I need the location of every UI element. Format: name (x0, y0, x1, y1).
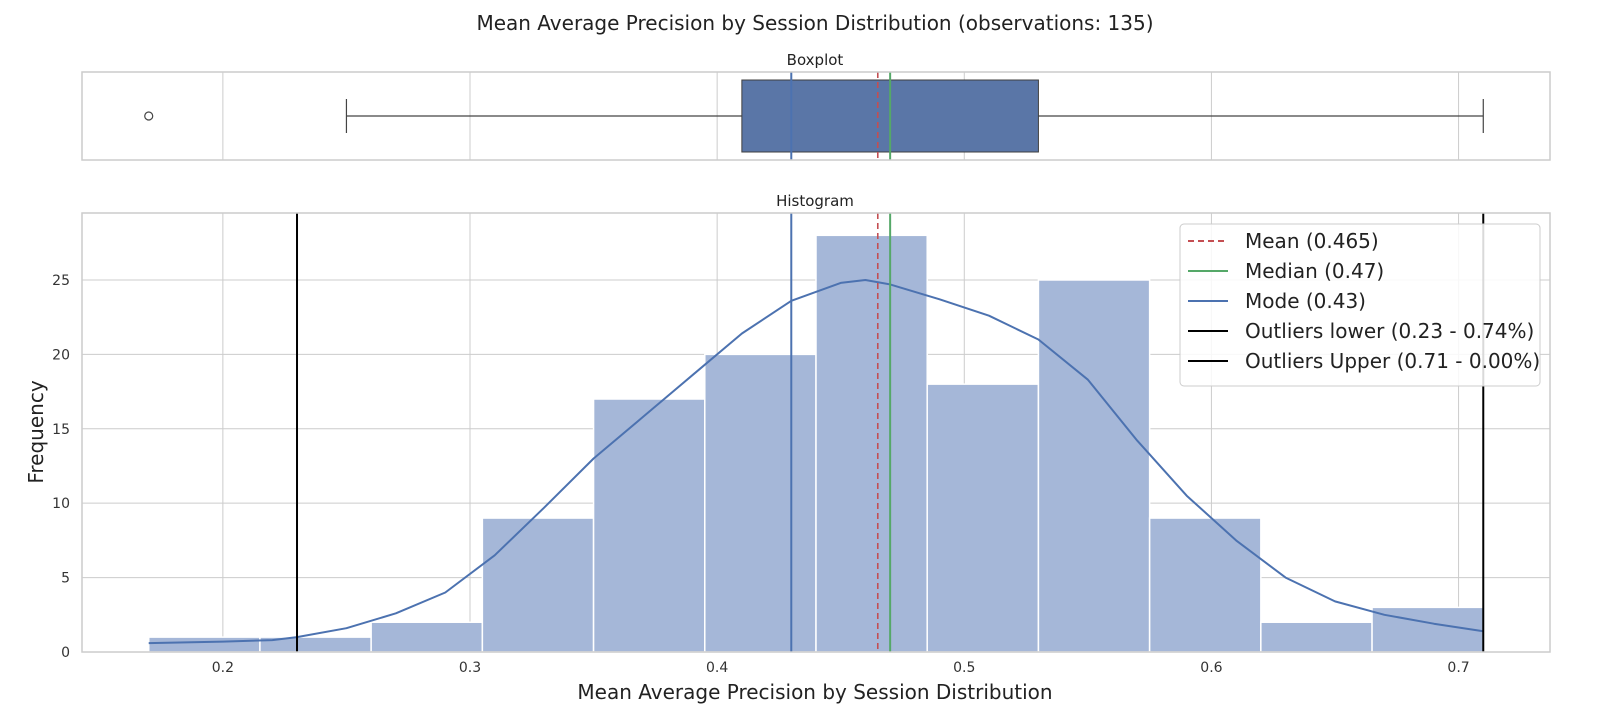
boxplot-title: Boxplot (787, 51, 844, 69)
boxplot-frame (81, 71, 1551, 161)
histogram-bar-3 (481, 517, 595, 653)
boxplot-panel: Boxplot (81, 51, 1551, 161)
y-tick-label: 0 (61, 645, 70, 661)
y-axis-label: Frequency (24, 380, 48, 483)
histogram-bar-7 (926, 383, 1040, 653)
kde-curve (148, 279, 1484, 645)
y-tick-label: 5 (61, 571, 70, 587)
x-axis-label: Mean Average Precision by Session Distri… (577, 680, 1052, 704)
histogram-frame (81, 212, 1551, 653)
y-tick-label: 10 (52, 496, 70, 512)
x-tick-label: 0.4 (706, 660, 728, 676)
legend-label-4: Outliers Upper (0.71 - 0.00%) (1245, 349, 1540, 373)
boxplot-flier-0 (144, 111, 154, 121)
histogram-bar-4 (592, 398, 706, 653)
chart-title: Mean Average Precision by Session Distri… (476, 11, 1153, 35)
legend-box (1179, 223, 1541, 387)
legend-label-1: Median (0.47) (1245, 259, 1384, 283)
legend-label-2: Mode (0.43) (1245, 289, 1366, 313)
x-tick-label: 0.2 (212, 660, 234, 676)
histogram-bar-5 (704, 353, 817, 653)
histogram-bar-6 (815, 234, 928, 653)
legend: Mean (0.465) Median (0.47) Mode (0.43) Outl… (1179, 223, 1541, 387)
histogram-bar-10 (1260, 621, 1373, 653)
y-tick-label: 20 (52, 347, 70, 363)
x-tick-label: 0.6 (1200, 660, 1222, 676)
x-tick-label: 0.5 (953, 660, 975, 676)
histogram-title: Histogram (776, 192, 854, 210)
legend-label-3: Outliers lower (0.23 - 0.74%) (1245, 319, 1534, 343)
histogram-bar-0 (147, 636, 261, 653)
legend-label-0: Mean (0.465) (1245, 229, 1379, 253)
histogram-bar-9 (1148, 517, 1262, 653)
histogram-bar-8 (1037, 279, 1151, 653)
y-tick-label: 25 (52, 273, 70, 289)
histogram-bar-2 (370, 621, 484, 653)
histogram-panel: Histogram 0.2 0.3 0.4 0.5 0.6 0.7 0 5 10 15 20 25 Me… (52, 192, 1551, 676)
x-tick-label: 0.3 (459, 660, 481, 676)
x-tick-label: 0.7 (1447, 660, 1469, 676)
y-tick-label: 15 (52, 422, 70, 438)
